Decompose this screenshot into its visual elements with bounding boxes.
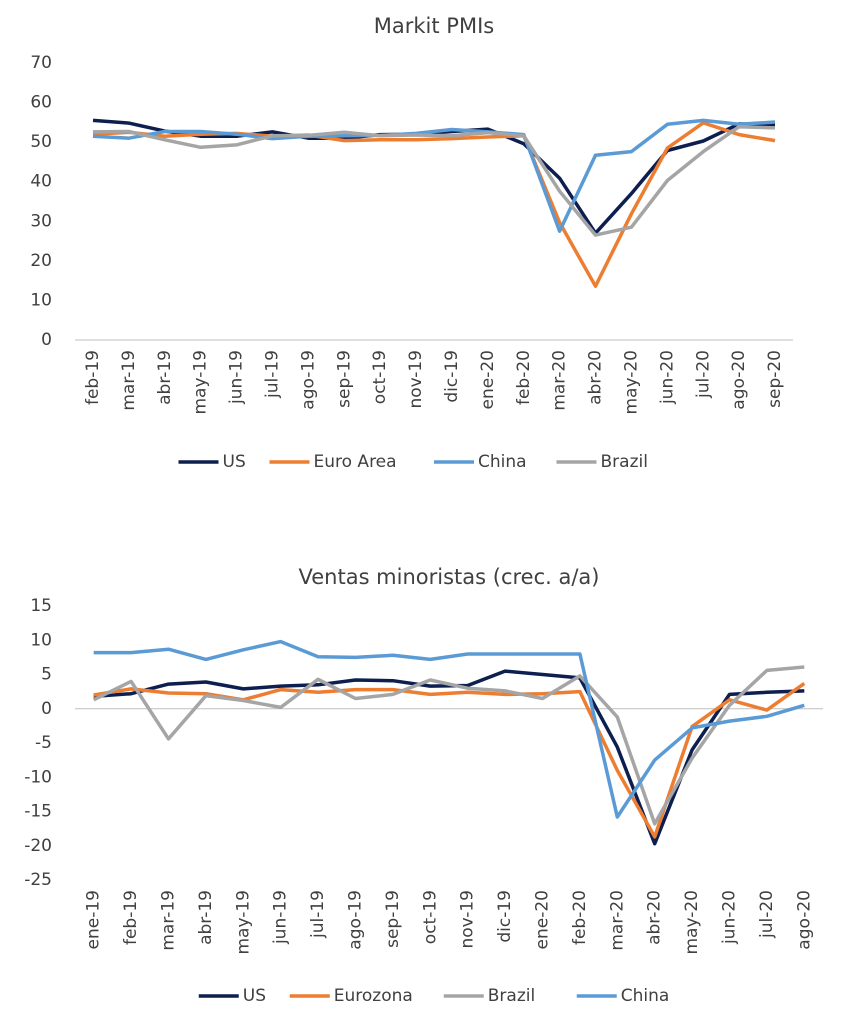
x-tick-label: may-20 <box>682 890 702 955</box>
x-tick-label: may-19 <box>233 890 253 955</box>
y-tick-label: 20 <box>30 251 52 271</box>
y-tick-label: 0 <box>41 330 52 350</box>
y-tick-label: -15 <box>24 802 52 822</box>
series-line <box>93 669 805 846</box>
x-tick-label: jun-20 <box>720 890 740 945</box>
x-tick-label: oct-19 <box>370 350 390 404</box>
y-tick-label: 10 <box>30 290 52 310</box>
legend-label: US <box>243 986 266 1006</box>
y-tick-label: 10 <box>30 630 52 650</box>
x-tick-label: jun-20 <box>657 350 677 405</box>
y-tick-label: -10 <box>24 767 52 787</box>
x-tick-label: sep-20 <box>765 350 785 408</box>
y-tick-label: 5 <box>41 665 52 685</box>
x-tick-label: ene-20 <box>533 890 553 949</box>
x-tick-label: oct-19 <box>420 890 440 944</box>
series-line <box>92 665 805 826</box>
x-tick-label: mar-20 <box>607 890 627 951</box>
chart-title: Ventas minoristas (crec. a/a) <box>299 565 600 589</box>
x-tick-label: abr-20 <box>645 890 665 945</box>
x-tick-label: mar-20 <box>550 350 570 411</box>
y-tick-label: 70 <box>30 53 52 73</box>
x-tick-label: ago-20 <box>794 890 814 950</box>
x-tick-label: ago-19 <box>298 350 318 410</box>
x-tick-label: jul-20 <box>757 890 777 939</box>
x-tick-label: ene-19 <box>84 890 104 949</box>
x-tick-label: mar-19 <box>119 350 139 411</box>
legend-label: Brazil <box>601 452 648 472</box>
x-tick-label: abr-20 <box>586 350 606 405</box>
x-tick-label: jul-19 <box>262 350 282 399</box>
y-tick-label: 15 <box>30 596 52 616</box>
y-tick-label: 0 <box>41 699 52 719</box>
series-line <box>92 118 776 233</box>
legend-label: Euro Area <box>314 452 397 472</box>
x-tick-label: dic-19 <box>442 350 462 403</box>
x-tick-label: may-19 <box>191 350 211 415</box>
legend-label: Brazil <box>488 986 535 1006</box>
y-tick-label: 30 <box>30 211 52 231</box>
x-tick-label: jun-19 <box>271 890 291 945</box>
x-tick-label: feb-20 <box>570 890 590 945</box>
x-tick-label: ago-19 <box>346 890 366 950</box>
series-line <box>92 121 776 288</box>
chart-title: Markit PMIs <box>374 14 494 38</box>
x-tick-label: sep-19 <box>383 890 403 948</box>
x-tick-label: nov-19 <box>406 350 426 409</box>
y-tick-label: -5 <box>35 733 52 753</box>
x-tick-label: sep-19 <box>334 350 354 408</box>
x-tick-label: ene-20 <box>478 350 498 409</box>
x-tick-label: nov-19 <box>458 890 478 949</box>
x-tick-label: mar-19 <box>159 890 179 951</box>
y-tick-label: 60 <box>30 93 52 113</box>
x-tick-label: feb-20 <box>514 350 534 405</box>
x-tick-label: jul-19 <box>308 890 328 939</box>
x-tick-label: feb-19 <box>121 890 141 945</box>
y-tick-label: 50 <box>30 132 52 152</box>
x-tick-label: dic-19 <box>495 890 515 943</box>
x-tick-label: may-20 <box>621 350 641 415</box>
x-tick-label: abr-19 <box>196 890 216 945</box>
x-tick-label: jul-20 <box>693 350 713 399</box>
series-line <box>93 639 805 819</box>
legend-label: China <box>478 452 527 472</box>
legend-label: US <box>223 452 246 472</box>
x-tick-label: jun-19 <box>227 350 247 405</box>
y-tick-label: -25 <box>24 870 52 890</box>
x-tick-label: ago-20 <box>729 350 749 410</box>
y-tick-label: -20 <box>24 836 52 856</box>
legend-label: Eurozona <box>334 986 413 1006</box>
legend-label: China <box>621 986 670 1006</box>
series-line <box>93 681 806 839</box>
x-tick-label: feb-19 <box>83 350 103 405</box>
y-tick-label: 40 <box>30 172 52 192</box>
series-line <box>92 124 776 237</box>
x-tick-label: abr-19 <box>155 350 175 405</box>
